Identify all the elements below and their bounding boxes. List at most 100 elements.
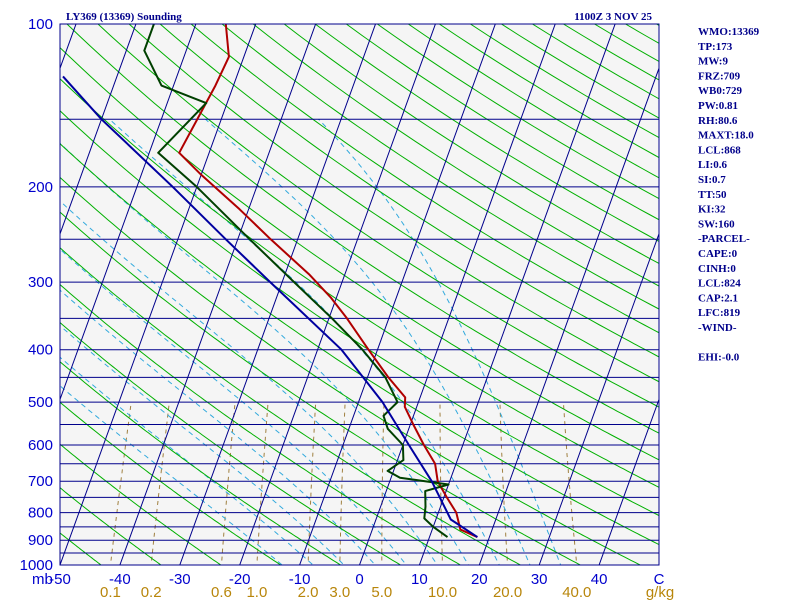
index-line: MAXT:18.0 xyxy=(698,130,754,142)
pressure-tick-label: 200 xyxy=(28,179,53,196)
temperature-axis-labels: -50 -40 -30 -20 -10 0 10 20 30 40 C xyxy=(49,571,664,588)
isotherm--60 xyxy=(60,24,197,401)
mixing-ratio-tick-label: 2.0 xyxy=(298,584,319,600)
mixing-ratio-tick-label: 1.0 xyxy=(246,584,267,600)
mixing-ratio-tick-label: 0.6 xyxy=(211,584,232,600)
mixing-ratio-tick-label: 10.0 xyxy=(428,584,457,600)
dry-adiabat-400 xyxy=(159,24,659,358)
temperature-tick-label: -50 xyxy=(49,571,71,588)
index-line: RH:80.6 xyxy=(698,115,738,127)
isotherm-20 xyxy=(478,66,659,565)
index-line: PW:0.81 xyxy=(698,100,738,112)
sounding-profiles xyxy=(62,24,478,539)
index-line: FRZ:709 xyxy=(698,70,741,82)
dry-adiabat-260 xyxy=(60,401,282,565)
sounding-title: LY369 (13369) Sounding xyxy=(66,11,182,23)
isotherm--40 xyxy=(119,24,317,565)
index-line: TP:173 xyxy=(698,41,733,53)
mixing-ratio-tick-label: 0.2 xyxy=(141,584,162,600)
dry-adiabat-350 xyxy=(60,78,659,488)
mixing-ratio-tick-label: 5.0 xyxy=(371,584,392,600)
index-line: KI:32 xyxy=(698,204,726,216)
isotherm--10 xyxy=(299,24,496,565)
temperature-tick-label: 30 xyxy=(531,571,548,588)
isotherm-30 xyxy=(538,232,659,565)
dry-adiabat-380 xyxy=(97,24,659,408)
index-line: MW:9 xyxy=(698,56,728,68)
index-line: WMO:13369 xyxy=(698,26,760,38)
index-line: SI:0.7 xyxy=(698,174,726,186)
temperature-tick-label: 10 xyxy=(411,571,428,588)
pressure-tick-label: 800 xyxy=(28,505,53,522)
mixing-ratio-tick-label: 20.0 xyxy=(493,584,522,600)
dry-adiabat-310 xyxy=(60,211,582,565)
isotherm-40 xyxy=(598,397,659,565)
temperature-tick-label: C xyxy=(654,571,665,588)
temperature-tick-label: -30 xyxy=(169,571,191,588)
stability-indices-panel: WMO:13369 TP:173 MW:9 FRZ:709 WB0:729 PW:0.81… xyxy=(698,26,760,364)
index-line: WB0:729 xyxy=(698,85,743,97)
index-line: CAP:2.1 xyxy=(698,292,738,304)
isotherm--50 xyxy=(60,24,257,565)
dry-adiabat-320 xyxy=(60,176,642,565)
mixing-ratio-tick-label: 3.0 xyxy=(329,584,350,600)
dry-adiabat-430 xyxy=(252,24,659,287)
dry-adiabat-270 xyxy=(60,361,342,565)
mixing-ratio-tick-label: g/kg xyxy=(646,584,674,600)
plot-area xyxy=(60,24,659,565)
plot-frame xyxy=(59,23,660,566)
background-grid xyxy=(60,24,659,565)
pressure-tick-label: 100 xyxy=(28,16,53,33)
dry-adiabat-240 xyxy=(60,487,162,565)
isotherm--70 xyxy=(60,24,137,236)
dry-adiabat-340 xyxy=(60,110,659,517)
temperature-profile-line xyxy=(178,24,478,539)
temperature-tick-label: 20 xyxy=(471,571,488,588)
temperature-tick-label: 0 xyxy=(355,571,363,588)
pressure-tick-label: 1000 xyxy=(20,557,53,574)
dewpoint-profile-line xyxy=(143,24,450,538)
index-line: -WIND- xyxy=(698,322,737,334)
index-line: LCL:824 xyxy=(698,278,741,290)
temperature-tick-label: -20 xyxy=(229,571,251,588)
isotherm--30 xyxy=(179,24,377,565)
mixing-ratio-axis-labels: 0.1 0.2 0.6 1.0 2.0 3.0 5.0 10.0 20.0 40.0 g/kg xyxy=(100,584,674,600)
pressure-tick-label: 700 xyxy=(28,473,53,490)
dry-adiabat-440 xyxy=(283,24,659,265)
temperature-tick-label: -10 xyxy=(289,571,311,588)
dry-adiabat-390 xyxy=(128,24,659,383)
dry-adiabat-410 xyxy=(190,24,659,334)
index-line: SW:160 xyxy=(698,218,735,230)
dry-adiabat-250 xyxy=(60,443,222,565)
mixing-ratio-tick-label: 0.1 xyxy=(100,584,121,600)
temperature-tick-label: 40 xyxy=(591,571,608,588)
pressure-tick-label: 900 xyxy=(28,532,53,549)
parcel-profile-line xyxy=(62,75,478,538)
index-line: LCL:868 xyxy=(698,144,741,156)
index-line: LFC:819 xyxy=(698,307,741,319)
temperature-tick-label: -40 xyxy=(109,571,131,588)
dry-adiabat-370 xyxy=(66,24,659,434)
pressure-axis-labels: 100 200 300 400 500 600 700 800 900 1000 xyxy=(20,16,53,574)
dry-adiabat-360 xyxy=(60,46,659,461)
index-line: LI:0.6 xyxy=(698,159,728,171)
index-line: EHI:-0.0 xyxy=(698,352,740,364)
pressure-tick-label: 300 xyxy=(28,274,53,291)
isotherm-10 xyxy=(418,24,616,565)
dry-adiabat-290 xyxy=(60,283,462,565)
dry-adiabat-300 xyxy=(60,247,522,565)
pressure-tick-label: 400 xyxy=(28,342,53,359)
isotherm-0 xyxy=(358,24,556,565)
dry-adiabat-420 xyxy=(221,24,659,310)
isotherm--20 xyxy=(239,24,436,565)
dry-adiabat-280 xyxy=(60,321,402,565)
index-line: CAPE:0 xyxy=(698,248,738,260)
index-line: CINH:0 xyxy=(698,263,736,275)
pressure-unit-label: mb xyxy=(32,571,53,588)
pressure-tick-label: 500 xyxy=(28,394,53,411)
index-line: TT:50 xyxy=(698,189,727,201)
mixing-ratio-tick-label: 40.0 xyxy=(562,584,591,600)
index-line: -PARCEL- xyxy=(698,233,750,245)
sounding-time: 1100Z 3 NOV 25 xyxy=(574,11,652,23)
